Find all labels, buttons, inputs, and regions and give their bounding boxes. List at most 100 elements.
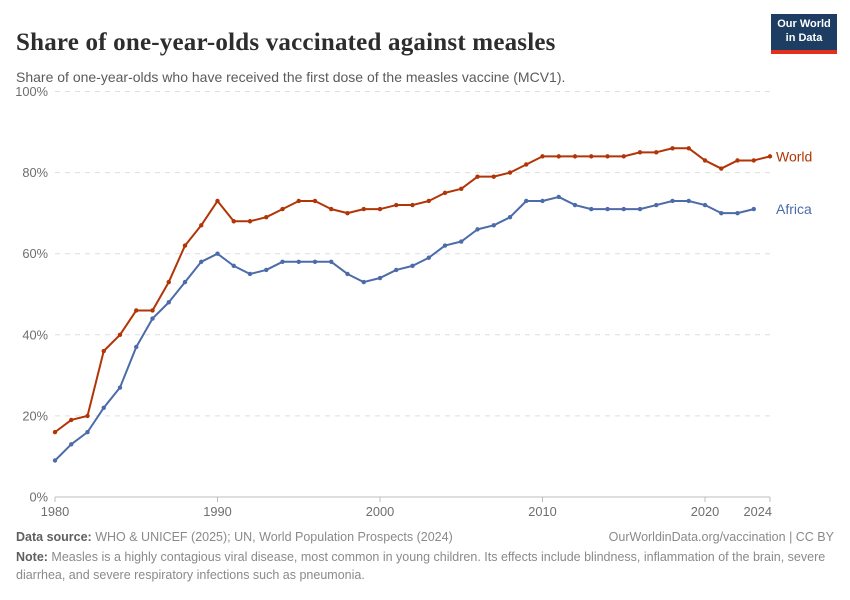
- africa-point-1991[interactable]: [231, 263, 236, 269]
- world-point-1996[interactable]: [312, 198, 318, 204]
- africa-point-2006[interactable]: [475, 227, 480, 232]
- africa-point-1986[interactable]: [150, 316, 155, 321]
- africa-point-1995[interactable]: [296, 259, 301, 265]
- africa-point-2010[interactable]: [540, 198, 545, 204]
- world-point-1987[interactable]: [166, 279, 171, 285]
- africa-point-2020[interactable]: [702, 202, 708, 208]
- y-tick-label-100: 100%: [15, 84, 48, 99]
- world-line[interactable]: [54, 147, 771, 434]
- world-point-1981[interactable]: [69, 417, 74, 423]
- world-point-2005[interactable]: [459, 186, 464, 192]
- africa-point-2005[interactable]: [459, 239, 464, 244]
- africa-point-1980[interactable]: [52, 458, 58, 463]
- world-point-2013[interactable]: [589, 154, 594, 159]
- africa-point-2011[interactable]: [556, 194, 561, 200]
- africa-point-1985[interactable]: [134, 344, 139, 350]
- world-point-1985[interactable]: [134, 308, 139, 313]
- africa-point-1982[interactable]: [85, 429, 90, 435]
- world-point-2004[interactable]: [442, 190, 448, 196]
- world-point-2023[interactable]: [751, 158, 756, 163]
- world-point-2016[interactable]: [637, 150, 643, 155]
- africa-point-2016[interactable]: [637, 206, 643, 212]
- africa-point-2007[interactable]: [491, 223, 496, 228]
- world-point-2024[interactable]: [767, 154, 773, 159]
- africa-point-1984[interactable]: [117, 385, 123, 390]
- africa-point-1989[interactable]: [199, 259, 204, 265]
- world-point-2006[interactable]: [475, 174, 480, 179]
- world-point-1982[interactable]: [85, 413, 90, 419]
- world-point-2014[interactable]: [605, 154, 610, 159]
- africa-point-2004[interactable]: [442, 243, 448, 248]
- owid-url-link[interactable]: OurWorldinData.org/vaccination | CC BY: [608, 530, 834, 544]
- africa-point-2012[interactable]: [572, 202, 578, 208]
- data-source: Data source: WHO & UNICEF (2025); UN, Wo…: [16, 529, 453, 546]
- note-label: Note:: [16, 550, 48, 565]
- africa-point-2001[interactable]: [394, 267, 399, 273]
- world-point-1993[interactable]: [264, 215, 269, 220]
- world-point-1995[interactable]: [296, 198, 301, 204]
- africa-point-2015[interactable]: [621, 206, 626, 212]
- africa-point-1992[interactable]: [247, 271, 253, 277]
- africa-point-2002[interactable]: [410, 263, 415, 269]
- data-source-label: Data source:: [16, 530, 92, 544]
- africa-point-1988[interactable]: [182, 279, 188, 285]
- y-tick-label-20: 20%: [22, 408, 48, 423]
- world-point-1986[interactable]: [150, 308, 155, 313]
- world-point-1994[interactable]: [280, 206, 285, 212]
- world-point-1984[interactable]: [117, 332, 123, 337]
- africa-point-2014[interactable]: [605, 206, 610, 212]
- africa-point-2000[interactable]: [377, 275, 383, 281]
- africa-point-2017[interactable]: [654, 202, 659, 208]
- africa-point-1990[interactable]: [215, 251, 220, 256]
- world-point-1988[interactable]: [182, 243, 188, 248]
- africa-point-1996[interactable]: [312, 259, 318, 265]
- world-point-1999[interactable]: [361, 206, 366, 212]
- africa-point-2013[interactable]: [589, 206, 594, 212]
- africa-point-1998[interactable]: [345, 271, 350, 277]
- world-point-1989[interactable]: [199, 223, 204, 228]
- africa-point-2018[interactable]: [670, 198, 675, 204]
- africa-point-1994[interactable]: [280, 259, 285, 265]
- world-point-2017[interactable]: [654, 150, 659, 155]
- world-point-2003[interactable]: [426, 198, 431, 204]
- world-point-2007[interactable]: [491, 174, 496, 179]
- africa-point-1983[interactable]: [101, 405, 106, 410]
- africa-point-1993[interactable]: [264, 267, 269, 273]
- africa-point-2022[interactable]: [735, 210, 740, 216]
- africa-line[interactable]: [54, 195, 755, 462]
- world-point-2011[interactable]: [556, 154, 561, 159]
- world-point-2000[interactable]: [377, 206, 383, 212]
- line-chart[interactable]: 0% 20% 40% 60% 80% 100% 1980 1990 2000 2010 2020 20…: [0, 0, 850, 524]
- world-point-2010[interactable]: [540, 154, 545, 159]
- world-point-1991[interactable]: [231, 219, 236, 224]
- africa-point-2023[interactable]: [751, 206, 756, 212]
- world-point-1983[interactable]: [101, 348, 106, 354]
- africa-point-1987[interactable]: [166, 300, 171, 305]
- africa-point-1981[interactable]: [69, 442, 74, 447]
- world-point-2015[interactable]: [621, 154, 626, 159]
- world-point-1990[interactable]: [215, 198, 220, 204]
- world-point-2018[interactable]: [670, 146, 675, 151]
- africa-point-2019[interactable]: [686, 198, 691, 204]
- world-point-1997[interactable]: [329, 206, 334, 212]
- world-point-2002[interactable]: [410, 202, 415, 208]
- world-point-1992[interactable]: [247, 219, 253, 224]
- world-point-2001[interactable]: [394, 202, 399, 208]
- africa-point-2003[interactable]: [426, 255, 431, 260]
- world-point-2021[interactable]: [719, 166, 724, 171]
- world-point-2012[interactable]: [572, 154, 578, 159]
- world-point-2009[interactable]: [524, 162, 529, 167]
- world-point-2019[interactable]: [686, 146, 691, 151]
- world-point-1980[interactable]: [52, 429, 58, 435]
- world-point-2020[interactable]: [702, 158, 708, 163]
- africa-point-2009[interactable]: [524, 198, 529, 204]
- world-point-2008[interactable]: [507, 170, 513, 175]
- africa-point-1999[interactable]: [361, 279, 366, 285]
- africa-point-2021[interactable]: [719, 210, 724, 216]
- world-point-2022[interactable]: [735, 158, 740, 163]
- y-tick-label-0: 0%: [30, 490, 49, 505]
- y-tick-label-40: 40%: [22, 327, 48, 342]
- world-point-1998[interactable]: [345, 210, 350, 216]
- africa-point-2008[interactable]: [507, 215, 513, 220]
- africa-point-1997[interactable]: [329, 259, 334, 265]
